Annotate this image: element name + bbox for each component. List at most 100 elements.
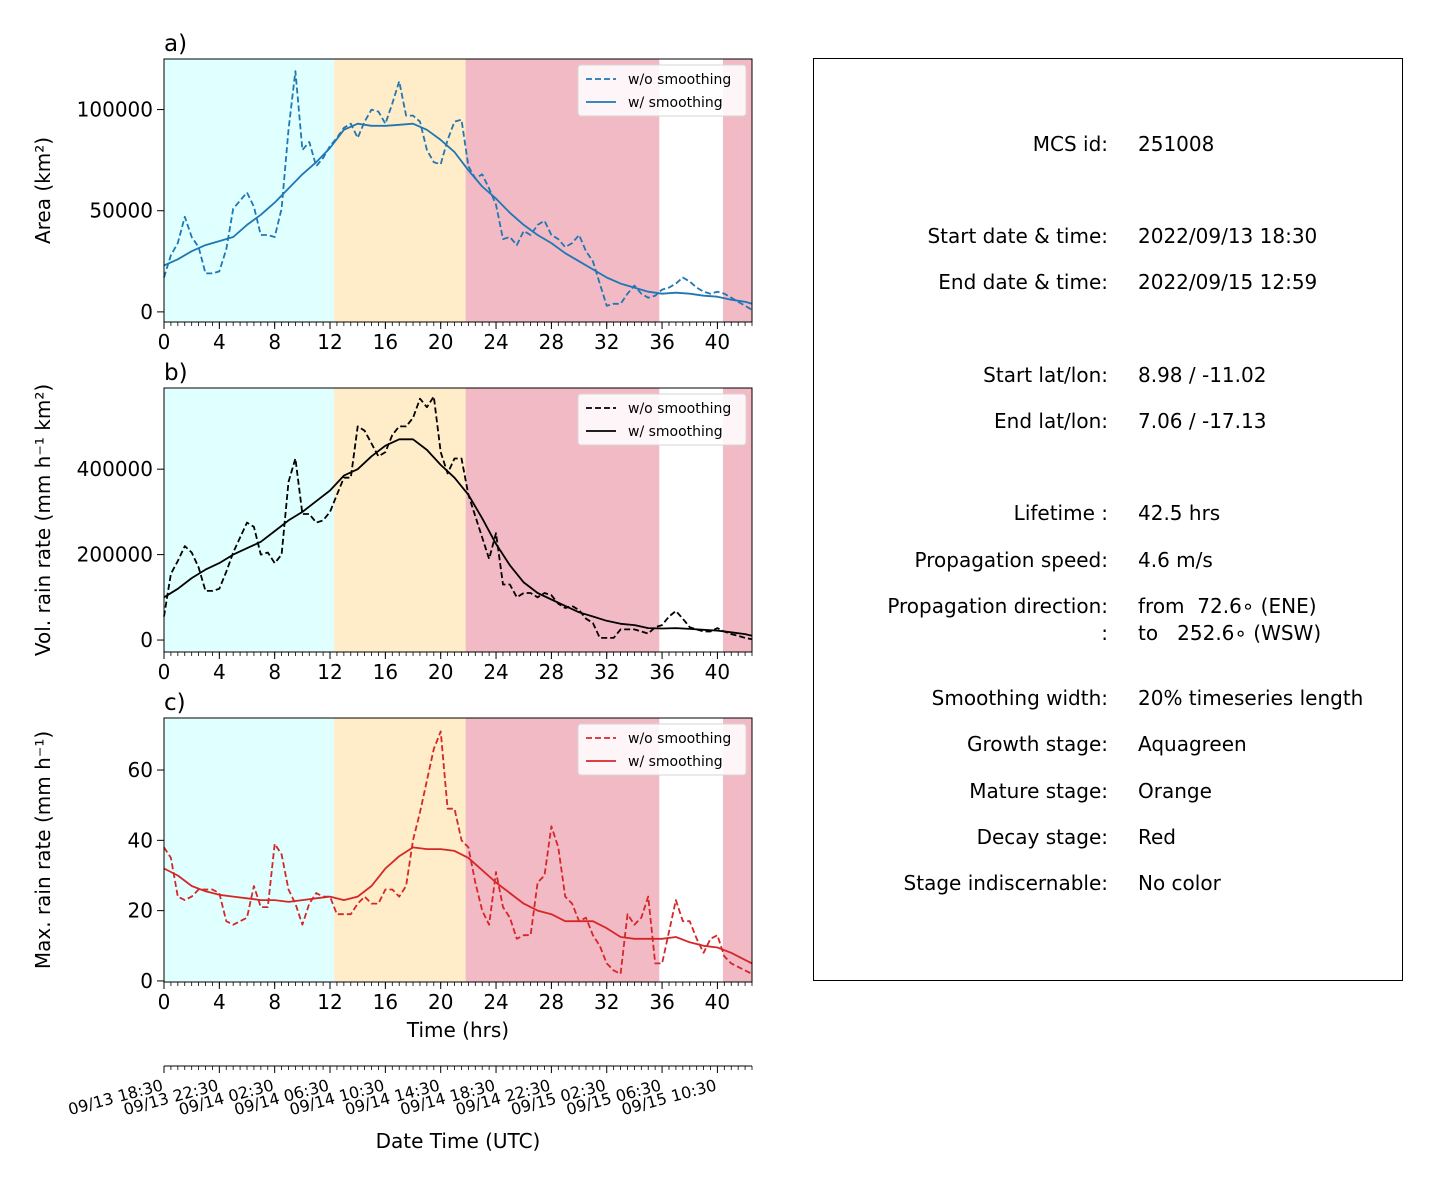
info-value-lifetime: 42.5 hrs — [1138, 501, 1221, 525]
series-line-raw — [163, 730, 753, 975]
x-tick-label: 32 — [594, 660, 619, 684]
x-tick-label: 8 — [268, 330, 281, 354]
info-key-mature: Mature stage: — [969, 779, 1108, 803]
info-row-mcs-id: MCS id: 251008 — [814, 131, 1404, 157]
panel-label: a) — [164, 31, 187, 57]
info-key-end-time: End date & time: — [938, 270, 1108, 294]
x-tick-label: 20 — [428, 990, 453, 1014]
panel-maxrain: 0 4 8 12 16 20 24 28 32 36 40 0 20 40 60 Max. rain rate… — [31, 690, 753, 1042]
info-value-speed: 4.6 m/s — [1138, 548, 1213, 572]
panel-area: 0 4 8 12 16 20 24 28 32 36 40 0 50000 100000 Area (km²… — [31, 31, 753, 354]
info-value-end-time: 2022/09/15 12:59 — [1138, 270, 1318, 294]
mcs-info-panel: MCS id: 251008 Start date & time: 2022/0… — [813, 58, 1403, 981]
info-key-lifetime: Lifetime : — [1013, 501, 1108, 525]
y-tick-label: 0 — [140, 300, 153, 324]
series-line-raw — [163, 70, 753, 311]
y-tick-label: 100000 — [77, 98, 153, 122]
x-tick-label: 16 — [373, 990, 398, 1014]
info-key-end-latlon: End lat/lon: — [994, 409, 1108, 433]
x-tick-label: 12 — [317, 990, 342, 1014]
info-row-mature: Mature stage: Orange — [814, 778, 1404, 804]
x-axis-label: Time (hrs) — [406, 1018, 509, 1042]
series-line-smoothed — [163, 846, 753, 965]
info-key-decay: Decay stage: — [976, 825, 1108, 849]
stage-band — [164, 718, 335, 982]
info-value-decay: Red — [1138, 825, 1176, 849]
info-key-speed: Propagation speed: — [914, 548, 1108, 572]
x-tick-label: 4 — [213, 990, 226, 1014]
info-value-mcs-id: 251008 — [1138, 132, 1215, 156]
stage-band — [334, 59, 466, 322]
info-row-growth: Growth stage: Aquagreen — [814, 731, 1404, 757]
y-tick-label: 200000 — [77, 543, 153, 567]
x-tick-label: 0 — [158, 990, 171, 1014]
info-value-growth: Aquagreen — [1138, 732, 1247, 756]
x-tick-label: 24 — [483, 660, 508, 684]
x-tick-label: 36 — [649, 990, 674, 1014]
legend-box — [577, 723, 747, 776]
info-value-smoothing: 20% timeseries length — [1138, 686, 1364, 710]
info-key-start-time: Start date & time: — [927, 224, 1108, 248]
x-tick-label: 36 — [649, 660, 674, 684]
x-tick-label: 20 — [428, 330, 453, 354]
info-value-indiscernable: No color — [1138, 871, 1221, 895]
info-row-start-time: Start date & time: 2022/09/13 18:30 — [814, 223, 1404, 249]
panel-label: b) — [164, 360, 188, 386]
y-tick-label: 40 — [128, 828, 153, 852]
x-tick-label: 24 — [483, 330, 508, 354]
legend-label: w/ smoothing — [628, 424, 723, 440]
legend-label: w/ smoothing — [628, 95, 723, 111]
info-row-direction-from: Propagation direction: from 72.6∘ (ENE) — [814, 593, 1404, 619]
info-row-start-latlon: Start lat/lon: 8.98 / -11.02 — [814, 362, 1404, 388]
info-value-start-time: 2022/09/13 18:30 — [1138, 224, 1318, 248]
x-tick-label: 28 — [539, 990, 564, 1014]
plot-frame — [163, 387, 753, 653]
info-row-speed: Propagation speed: 4.6 m/s — [814, 547, 1404, 573]
legend-label: w/ smoothing — [628, 754, 723, 770]
x-tick-label: 32 — [594, 330, 619, 354]
x-tick-label: 40 — [705, 660, 730, 684]
info-key-start-latlon: Start lat/lon: — [983, 363, 1108, 387]
x-tick-label: 28 — [539, 660, 564, 684]
legend-box — [577, 64, 747, 117]
x-tick-label: 12 — [317, 660, 342, 684]
info-value-end-latlon: 7.06 / -17.13 — [1138, 409, 1267, 433]
info-row-end-latlon: End lat/lon: 7.06 / -17.13 — [814, 408, 1404, 434]
series-line-smoothed — [163, 438, 753, 637]
info-row-end-time: End date & time: 2022/09/15 12:59 — [814, 269, 1404, 295]
y-tick-label: 20 — [128, 899, 153, 923]
info-row-decay: Decay stage: Red — [814, 824, 1404, 850]
legend-label: w/o smoothing — [628, 401, 731, 417]
y-tick-label: 50000 — [89, 199, 153, 223]
x-tick-label: 24 — [483, 990, 508, 1014]
info-value-start-latlon: 8.98 / -11.02 — [1138, 363, 1267, 387]
info-key-mcs-id: MCS id: — [1032, 132, 1108, 156]
info-value-direction-to: to 252.6∘ (WSW) — [1138, 621, 1322, 645]
x-tick-label: 8 — [268, 990, 281, 1014]
x-tick-label: 16 — [373, 330, 398, 354]
y-axis-label: Vol. rain rate (mm h⁻¹ km²) — [31, 384, 55, 656]
legend-label: w/o smoothing — [628, 731, 731, 747]
y-tick-label: 400000 — [77, 457, 153, 481]
legend-box — [577, 393, 747, 446]
x-tick-label: 4 — [213, 330, 226, 354]
y-tick-label: 60 — [128, 758, 153, 782]
info-row-indiscernable: Stage indiscernable: No color — [814, 870, 1404, 896]
info-key-indiscernable: Stage indiscernable: — [903, 871, 1108, 895]
x-tick-label: 40 — [705, 330, 730, 354]
panel-volrain: 0 4 8 12 16 20 24 28 32 36 40 0 200000 400000 Vol. rai… — [31, 360, 753, 684]
stage-band — [164, 59, 335, 322]
stage-band — [334, 388, 466, 652]
y-tick-label: 0 — [140, 628, 153, 652]
info-value-direction-from: from 72.6∘ (ENE) — [1138, 594, 1317, 618]
info-key-smoothing: Smoothing width: — [931, 686, 1108, 710]
y-tick-label: 0 — [140, 969, 153, 993]
x-tick-label: 28 — [539, 330, 564, 354]
x-tick-label: 0 — [158, 660, 171, 684]
stage-band — [164, 388, 335, 652]
series-line-smoothed — [163, 122, 753, 305]
datetime-axis-label: Date Time (UTC) — [376, 1129, 541, 1153]
info-value-mature: Orange — [1138, 779, 1212, 803]
x-tick-label: 32 — [594, 990, 619, 1014]
